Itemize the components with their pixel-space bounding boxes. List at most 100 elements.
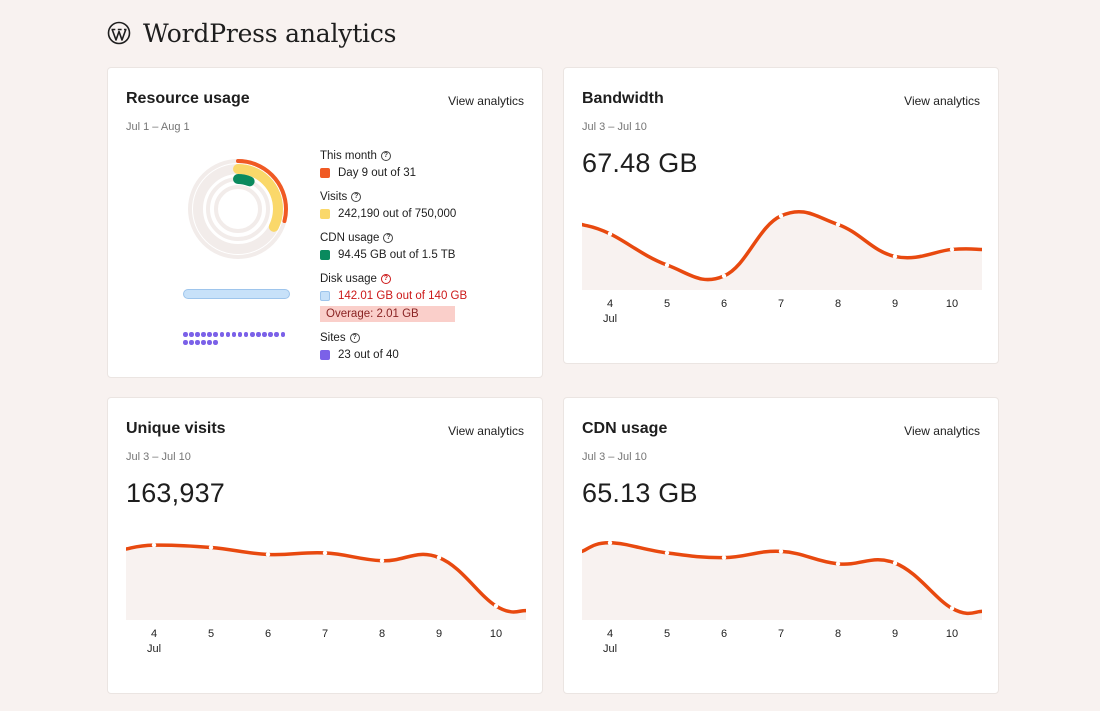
site-dot [189, 340, 194, 345]
view-analytics-link[interactable]: View analytics [448, 424, 524, 438]
data-point[interactable] [322, 550, 328, 556]
site-dot [207, 340, 212, 345]
site-dot [219, 332, 225, 337]
x-tick-label: 5 [208, 628, 214, 640]
data-point[interactable] [379, 558, 385, 563]
x-tick-label: 10 [490, 628, 502, 640]
cdn-usage-card: CDN usage View analytics Jul 3 – Jul 10 … [563, 397, 999, 694]
data-point[interactable] [949, 606, 955, 611]
x-tick-label: 6 [721, 298, 727, 310]
site-dot [195, 332, 200, 337]
data-point[interactable] [208, 545, 214, 550]
card-title: Unique visits [126, 420, 226, 437]
site-dot [189, 332, 194, 337]
x-tick-label: 6 [721, 628, 727, 640]
help-icon[interactable]: ? [351, 192, 362, 202]
resource-usage-card: Resource usage View analytics Jul 1 – Au… [107, 67, 543, 378]
data-point[interactable] [778, 213, 784, 219]
legend-heading: This month [320, 150, 377, 162]
data-point[interactable] [892, 560, 898, 566]
area-fill [126, 545, 526, 620]
legend-cdn-usage: CDN usage? 94.45 GB out of 1.5 TB [320, 230, 520, 263]
x-tick-label: 4 [607, 628, 613, 640]
legend-heading: Disk usage [320, 273, 377, 285]
data-point[interactable] [265, 552, 271, 557]
legend-value: 242,190 out of 750,000 [338, 207, 457, 220]
usage-legend: This month? Day 9 out of 31 Visits? 242,… [320, 148, 520, 371]
swatch-icon [320, 208, 330, 219]
disk-usage-bar [183, 289, 290, 299]
site-dot [250, 332, 255, 337]
data-point[interactable] [721, 273, 727, 279]
date-range: Jul 3 – Jul 10 [126, 451, 191, 463]
legend-value: 23 out of 40 [338, 348, 399, 361]
swatch-icon [320, 290, 330, 301]
warning-help-icon[interactable]: ? [380, 274, 391, 284]
data-point[interactable] [664, 550, 670, 556]
x-tick-label: 8 [835, 298, 841, 310]
card-title: Bandwidth [582, 90, 664, 107]
legend-this-month: This month? Day 9 out of 31 [320, 148, 520, 181]
metric-value: 163,937 [126, 478, 225, 508]
x-tick-label: 9 [892, 298, 898, 310]
data-point[interactable] [892, 254, 898, 259]
data-point[interactable] [436, 555, 442, 560]
swatch-icon [320, 249, 330, 260]
view-analytics-link[interactable]: View analytics [904, 94, 980, 108]
view-analytics-link[interactable]: View analytics [904, 424, 980, 438]
help-icon[interactable]: ? [380, 151, 391, 161]
site-dot [237, 332, 243, 337]
legend-value: Day 9 out of 31 [338, 166, 416, 179]
area-fill [582, 211, 982, 290]
site-dot [183, 340, 188, 345]
legend-heading: Sites [320, 332, 346, 344]
x-tick-label: 7 [322, 628, 328, 640]
data-point[interactable] [607, 540, 613, 545]
site-dot [183, 332, 188, 337]
data-point[interactable] [493, 603, 499, 609]
site-dot [201, 340, 206, 345]
bandwidth-chart: 4 5 6 7 8 9 10 Jul [582, 209, 982, 325]
date-range: Jul 3 – Jul 10 [582, 121, 647, 133]
bandwidth-card: Bandwidth View analytics Jul 3 – Jul 10 … [563, 67, 999, 364]
x-tick-label: 10 [946, 298, 958, 310]
card-title: Resource usage [126, 90, 250, 107]
visits-ring [193, 164, 283, 254]
month-ring [188, 159, 288, 259]
card-title: CDN usage [582, 420, 668, 437]
view-analytics-link[interactable]: View analytics [448, 94, 524, 108]
help-icon[interactable]: ? [349, 333, 360, 343]
data-point[interactable] [721, 555, 727, 560]
data-point[interactable] [778, 549, 784, 554]
data-point[interactable] [835, 222, 841, 227]
site-dot [207, 332, 212, 337]
site-dot [201, 332, 206, 337]
cdn-ring [203, 174, 273, 244]
overage-badge: Overage: 2.01 GB [320, 306, 455, 322]
site-dot [243, 332, 249, 337]
legend-value: 142.01 GB out of 140 GB [338, 289, 468, 302]
site-dot [280, 332, 285, 337]
area-fill [582, 542, 982, 620]
x-month-label: Jul [603, 643, 617, 655]
x-tick-label: 6 [265, 628, 271, 640]
legend-disk-usage: Disk usage? 142.01 GB out of 140 GB Over… [320, 271, 520, 322]
x-tick-label: 7 [778, 628, 784, 640]
site-dot [274, 332, 279, 337]
legend-value: 94.45 GB out of 1.5 TB [338, 248, 456, 261]
data-point[interactable] [664, 262, 670, 268]
x-tick-label: 9 [436, 628, 442, 640]
x-tick-label: 10 [946, 628, 958, 640]
x-tick-label: 8 [835, 628, 841, 640]
site-dot [268, 332, 273, 337]
swatch-icon [320, 349, 330, 360]
data-point[interactable] [949, 247, 955, 252]
unique-visits-chart: 4 5 6 7 8 9 10 Jul [126, 542, 526, 655]
x-month-label: Jul [147, 643, 161, 655]
data-point[interactable] [835, 561, 841, 567]
x-month-label: Jul [603, 313, 617, 325]
data-point[interactable] [607, 231, 613, 237]
site-dot [225, 332, 231, 337]
data-point[interactable] [151, 542, 157, 548]
help-icon[interactable]: ? [383, 233, 394, 243]
